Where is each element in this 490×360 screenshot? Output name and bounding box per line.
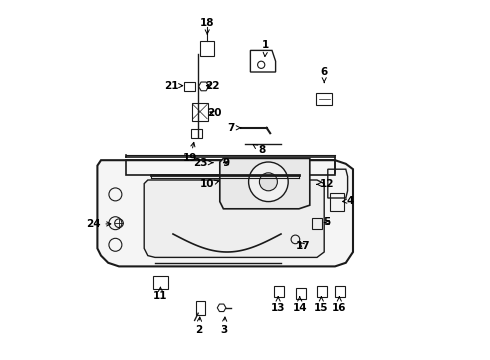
Bar xyxy=(335,286,345,297)
Bar xyxy=(296,288,306,299)
Bar xyxy=(312,218,322,229)
Text: 10: 10 xyxy=(200,179,219,189)
Text: 4: 4 xyxy=(343,196,354,206)
Text: 7: 7 xyxy=(228,123,241,133)
Text: 23: 23 xyxy=(193,158,213,168)
Polygon shape xyxy=(144,180,324,257)
Text: 5: 5 xyxy=(323,217,331,228)
Circle shape xyxy=(259,173,277,191)
Text: 21: 21 xyxy=(164,81,183,91)
Text: 16: 16 xyxy=(332,297,346,313)
Polygon shape xyxy=(98,160,353,266)
Text: 22: 22 xyxy=(205,81,219,91)
Bar xyxy=(200,41,215,56)
Text: 2: 2 xyxy=(196,317,202,336)
Text: 1: 1 xyxy=(262,40,270,57)
Text: 18: 18 xyxy=(200,18,215,34)
Bar xyxy=(184,82,195,91)
Bar xyxy=(192,103,208,121)
Text: 24: 24 xyxy=(86,219,111,229)
Text: 8: 8 xyxy=(253,145,266,156)
Bar xyxy=(191,129,202,138)
Text: 15: 15 xyxy=(314,297,329,313)
Text: 20: 20 xyxy=(207,108,221,118)
Bar xyxy=(316,93,332,105)
Bar xyxy=(153,276,168,289)
Circle shape xyxy=(248,162,288,202)
Text: 13: 13 xyxy=(271,297,285,313)
Bar xyxy=(196,301,204,315)
Text: 9: 9 xyxy=(223,158,230,168)
Bar xyxy=(274,286,284,297)
Text: 3: 3 xyxy=(220,317,228,336)
Text: 14: 14 xyxy=(293,297,307,313)
Text: 12: 12 xyxy=(317,179,334,189)
Text: 19: 19 xyxy=(183,142,197,163)
Polygon shape xyxy=(220,158,310,209)
Text: 17: 17 xyxy=(296,240,311,251)
Text: 6: 6 xyxy=(320,67,328,82)
Bar xyxy=(330,193,344,211)
Bar xyxy=(318,286,327,297)
Text: 11: 11 xyxy=(153,287,168,301)
